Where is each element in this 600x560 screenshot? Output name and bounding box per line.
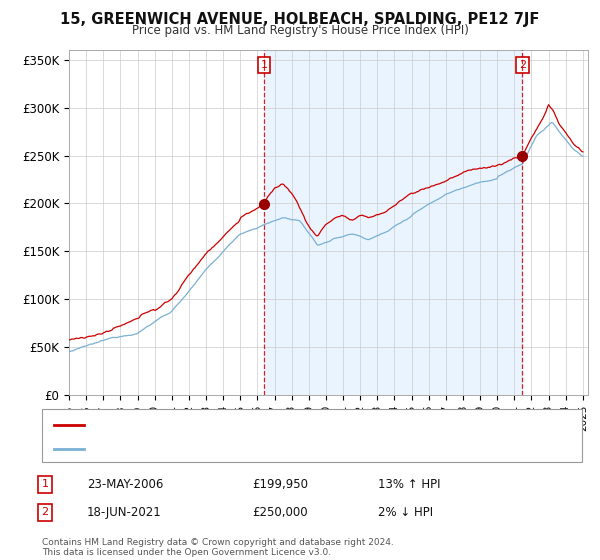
Text: 15, GREENWICH AVENUE, HOLBEACH, SPALDING, PE12 7JF: 15, GREENWICH AVENUE, HOLBEACH, SPALDING… [61, 12, 539, 27]
Text: 15, GREENWICH AVENUE, HOLBEACH, SPALDING, PE12 7JF (detached house): 15, GREENWICH AVENUE, HOLBEACH, SPALDING… [93, 420, 491, 430]
Text: 23-MAY-2006: 23-MAY-2006 [87, 478, 163, 491]
Text: HPI: Average price, detached house, South Holland: HPI: Average price, detached house, Sout… [93, 444, 359, 454]
Text: 2: 2 [41, 507, 49, 517]
Text: 18-JUN-2021: 18-JUN-2021 [87, 506, 162, 519]
Text: £199,950: £199,950 [252, 478, 308, 491]
Text: £250,000: £250,000 [252, 506, 308, 519]
Text: 1: 1 [260, 60, 268, 70]
Text: 1: 1 [41, 479, 49, 489]
Text: 2% ↓ HPI: 2% ↓ HPI [378, 506, 433, 519]
Text: 2: 2 [518, 60, 526, 70]
Text: Price paid vs. HM Land Registry's House Price Index (HPI): Price paid vs. HM Land Registry's House … [131, 24, 469, 37]
Bar [264, 50, 522, 395]
Text: Contains HM Land Registry data © Crown copyright and database right 2024.
This d: Contains HM Land Registry data © Crown c… [42, 538, 394, 557]
Text: 13% ↑ HPI: 13% ↑ HPI [378, 478, 440, 491]
